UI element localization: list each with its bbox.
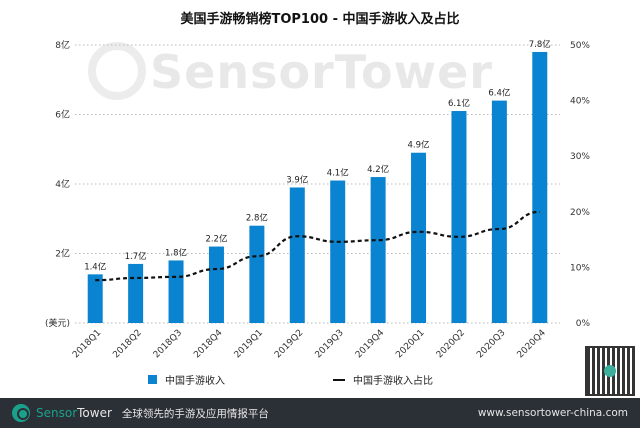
x-tick-label: 2018Q4 <box>192 328 225 361</box>
bar <box>532 51 548 323</box>
chart: (美元) 2亿 4亿 6亿 8亿 0% 10% 20% 30% 40% 50% 1.4亿 2018Q1 1… <box>45 39 591 361</box>
data-label: 2.8亿 <box>246 213 268 224</box>
data-label: 6.4亿 <box>488 88 510 99</box>
legend-swatch-bar <box>148 375 157 384</box>
data-label: 1.4亿 <box>84 261 106 272</box>
watermark-logo-icon <box>88 42 146 100</box>
sensortower-logo-icon <box>12 404 30 422</box>
y-tick-label: 6亿 <box>55 109 70 121</box>
data-label: 1.8亿 <box>165 247 187 258</box>
x-tick-label: 2019Q4 <box>354 328 387 361</box>
x-tick-label: 2018Q2 <box>111 328 143 360</box>
y2-tick-label: 0% <box>576 319 591 329</box>
data-label: 1.7亿 <box>125 251 147 262</box>
y2-tick-label: 40% <box>570 97 590 107</box>
x-tick-label: 2019Q1 <box>233 328 265 360</box>
y2-tick-label: 30% <box>570 152 590 162</box>
y2-tick-label: 20% <box>570 208 590 218</box>
y2-tick-label: 10% <box>570 263 590 273</box>
qr-code <box>585 346 635 396</box>
y-tick-label: 8亿 <box>55 39 70 51</box>
bar <box>451 111 467 324</box>
bar <box>128 263 144 323</box>
bar <box>249 225 265 323</box>
data-label: 7.8亿 <box>529 39 551 50</box>
x-tick-label: 2018Q1 <box>71 328 103 360</box>
bar <box>168 260 184 323</box>
y-tick-label: 2亿 <box>55 248 70 260</box>
y2-tick-label: 50% <box>570 41 590 51</box>
data-label: 4.2亿 <box>367 164 389 175</box>
bar <box>208 246 224 323</box>
y-tick-label: (美元) <box>45 317 70 329</box>
legend-item-share: 中国手游收入占比 <box>333 372 433 387</box>
legend-label: 中国手游收入占比 <box>353 376 433 387</box>
data-label: 4.1亿 <box>327 168 349 179</box>
x-tick-label: 2018Q3 <box>152 328 184 360</box>
chart-title: 美国手游畅销榜TOP100 - 中国手游收入及占比 <box>180 12 460 27</box>
website-link[interactable]: www.sensortower-china.com <box>477 407 628 419</box>
bar <box>411 152 427 323</box>
data-label: 2.2亿 <box>205 234 227 245</box>
legend-swatch-line <box>333 378 345 381</box>
share-line <box>95 210 540 282</box>
bar <box>289 187 305 323</box>
bar <box>330 180 346 323</box>
x-tick-label: 2019Q2 <box>273 328 305 360</box>
x-tick-label: 2020Q4 <box>516 328 549 361</box>
x-tick-label: 2020Q1 <box>394 328 426 360</box>
data-label: 4.9亿 <box>408 140 430 151</box>
data-label: 6.1亿 <box>448 98 470 109</box>
x-tick-label: 2020Q3 <box>475 328 507 360</box>
tagline: 全球领先的手游及应用情报平台 <box>121 407 269 420</box>
legend-label: 中国手游收入 <box>165 376 225 387</box>
bar <box>370 177 386 323</box>
bar <box>87 274 103 323</box>
watermark: SensorTower <box>150 45 493 99</box>
x-tick-label: 2020Q2 <box>435 328 467 360</box>
y-tick-label: 4亿 <box>55 178 70 190</box>
bar <box>491 100 507 323</box>
data-label: 3.9亿 <box>286 174 308 185</box>
footer: SensorTower 全球领先的手游及应用情报平台 www.sensortow… <box>0 398 640 428</box>
brand-name: SensorTower <box>36 406 112 420</box>
x-tick-label: 2019Q3 <box>314 328 346 360</box>
legend-item-revenue: 中国手游收入 <box>148 372 225 387</box>
